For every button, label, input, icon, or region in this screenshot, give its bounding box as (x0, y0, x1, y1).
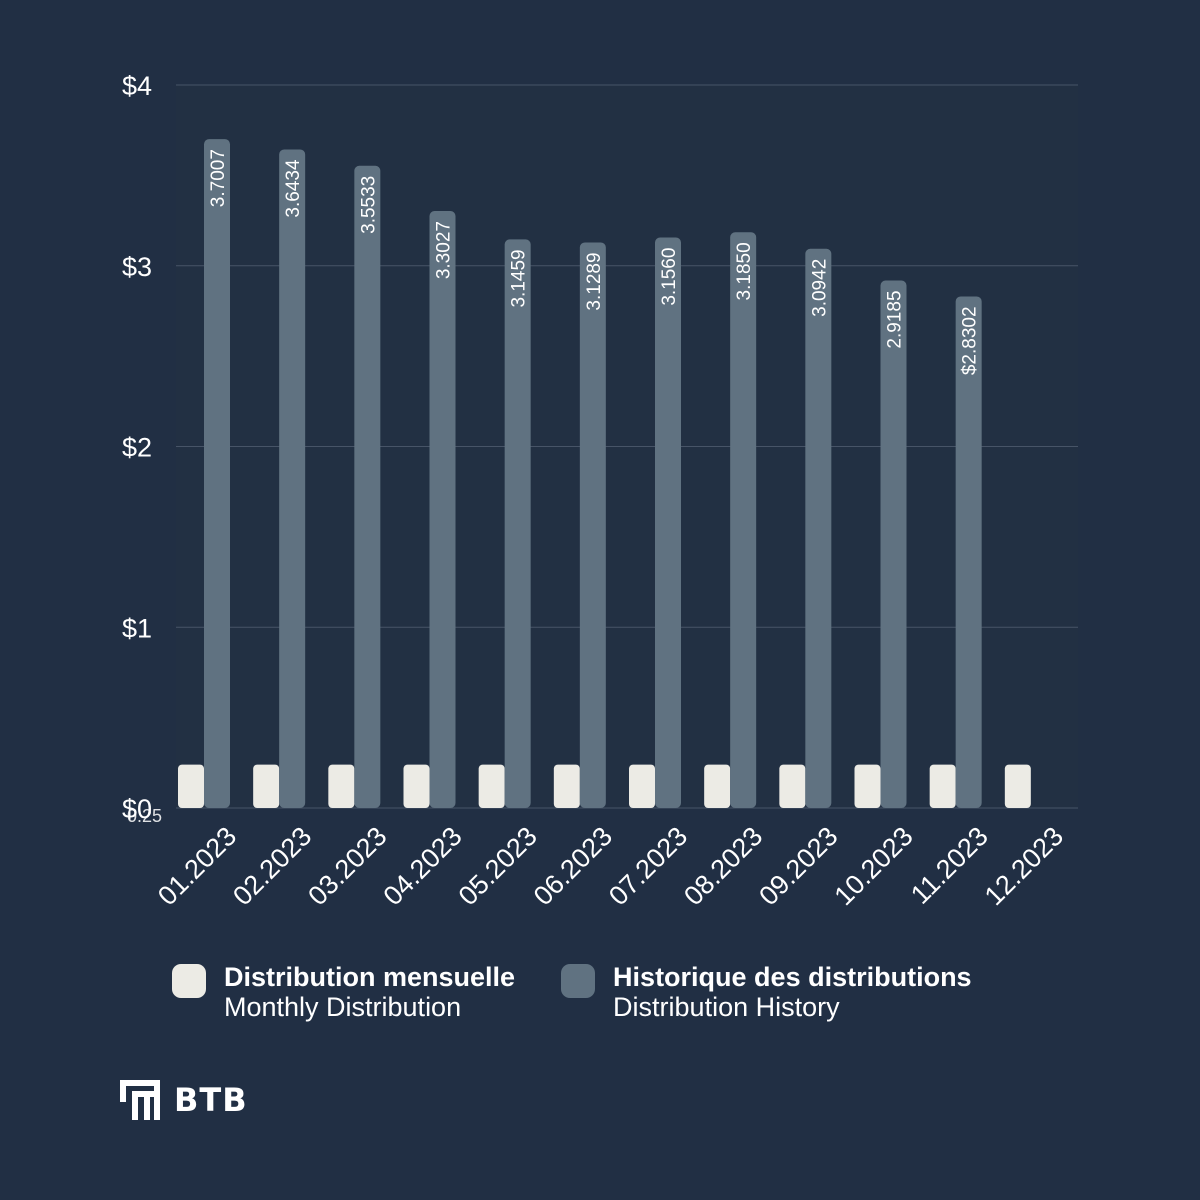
brand-name: BTB (174, 1081, 248, 1119)
bar-history-04.2023 (429, 211, 456, 808)
x-tick-label-02.2023: 02.2023 (227, 821, 317, 911)
bar-history-03.2023 (354, 165, 381, 808)
bar-monthly-10.2023 (854, 764, 881, 808)
data-label-01.2023: 3.7007 (208, 149, 229, 207)
monthly-swatch-icon (172, 964, 206, 998)
data-label-05.2023: 3.1459 (509, 249, 530, 307)
bar-monthly-09.2023 (779, 764, 806, 808)
bar-history-02.2023 (279, 149, 306, 808)
data-label-02.2023: 3.6434 (283, 159, 304, 218)
bar-history-07.2023 (655, 237, 681, 809)
x-tick-label-07.2023: 07.2023 (603, 821, 693, 911)
bar-monthly-08.2023 (704, 764, 731, 808)
x-tick-label-11.2023: 11.2023 (905, 821, 994, 910)
legend-monthly-primary: Distribution mensuelle (224, 962, 516, 992)
data-label-08.2023: 3.1850 (734, 242, 755, 300)
data-label-11.2023: $2.8302 (960, 306, 981, 375)
x-tick-label-10.2023: 10.2023 (829, 821, 919, 911)
x-tick-label-03.2023: 03.2023 (302, 821, 392, 911)
chart-legend: Distribution mensuelle Monthly Distribut… (172, 962, 972, 1022)
bar-history-06.2023 (579, 242, 606, 809)
brand-logo: BTB (120, 1080, 248, 1120)
data-label-06.2023: 3.1289 (584, 252, 605, 310)
bar-monthly-04.2023 (403, 764, 430, 808)
bar-monthly-12.2023 (1004, 764, 1031, 808)
x-tick-label-01.2023: 01.2023 (152, 821, 242, 911)
bar-monthly-11.2023 (929, 764, 956, 808)
bar-monthly-07.2023 (629, 764, 655, 808)
bar-history-11.2023 (955, 296, 982, 808)
bar-monthly-05.2023 (478, 764, 505, 808)
y-tick-label-0: $0 (122, 794, 152, 824)
legend-item-history: Historique des distributions Distributio… (561, 962, 972, 1022)
y-overlap-label: 0.25 (127, 806, 162, 826)
x-tick-label-04.2023: 04.2023 (378, 821, 468, 911)
legend-history-primary: Historique des distributions (613, 962, 972, 992)
data-label-04.2023: 3.3027 (434, 221, 455, 279)
legend-monthly-secondary: Monthly Distribution (224, 992, 462, 1022)
x-tick-label-12.2023: 12.2023 (979, 821, 1069, 911)
bar-monthly-01.2023 (178, 764, 204, 808)
data-label-09.2023: 3.0942 (809, 259, 830, 317)
bar-monthly-02.2023 (253, 764, 280, 808)
bar-monthly-03.2023 (328, 764, 355, 808)
bar-history-09.2023 (805, 248, 832, 809)
y-tick-label-4: $4 (122, 71, 152, 101)
bar-history-05.2023 (504, 239, 531, 809)
y-tick-label-2: $2 (122, 433, 152, 463)
bar-history-01.2023 (204, 139, 230, 808)
legend-history-secondary: Distribution History (613, 992, 840, 1022)
bar-history-08.2023 (730, 232, 757, 808)
y-tick-label-3: $3 (122, 252, 152, 282)
data-label-07.2023: 3.1560 (659, 248, 680, 306)
bar-history-10.2023 (880, 280, 907, 808)
data-label-10.2023: 2.9185 (885, 290, 906, 348)
bar-monthly-06.2023 (553, 764, 580, 808)
x-tick-label-09.2023: 09.2023 (753, 821, 843, 911)
x-tick-label-05.2023: 05.2023 (453, 821, 543, 911)
history-swatch-icon (561, 964, 596, 998)
x-tick-label-08.2023: 08.2023 (678, 821, 768, 911)
x-tick-label-06.2023: 06.2023 (528, 821, 618, 911)
btb-logo-icon (120, 1080, 160, 1120)
legend-item-monthly: Distribution mensuelle Monthly Distribut… (172, 962, 515, 1022)
y-tick-label-1: $1 (122, 613, 152, 643)
data-label-03.2023: 3.5533 (358, 176, 379, 234)
